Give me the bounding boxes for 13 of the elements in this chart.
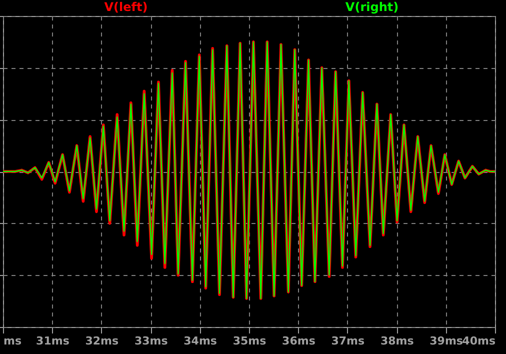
x-tick-label: 33ms <box>134 334 168 348</box>
x-tick-label: 31ms <box>36 334 70 348</box>
text: V(left) <box>104 0 148 14</box>
x-tick-label: 38ms <box>380 334 414 348</box>
x-tick-label: 36ms <box>282 334 316 348</box>
text: V(right) <box>345 0 399 14</box>
x-tick-label: ms <box>4 334 22 348</box>
x-tick-label: 34ms <box>184 334 218 348</box>
x-tick-label: 37ms <box>331 334 366 348</box>
x-tick-label: 39ms <box>430 334 464 348</box>
x-tick-label: 32ms <box>85 334 120 348</box>
x-tick-label: 35ms <box>232 334 267 348</box>
x-tick-label: 40ms <box>462 334 496 348</box>
